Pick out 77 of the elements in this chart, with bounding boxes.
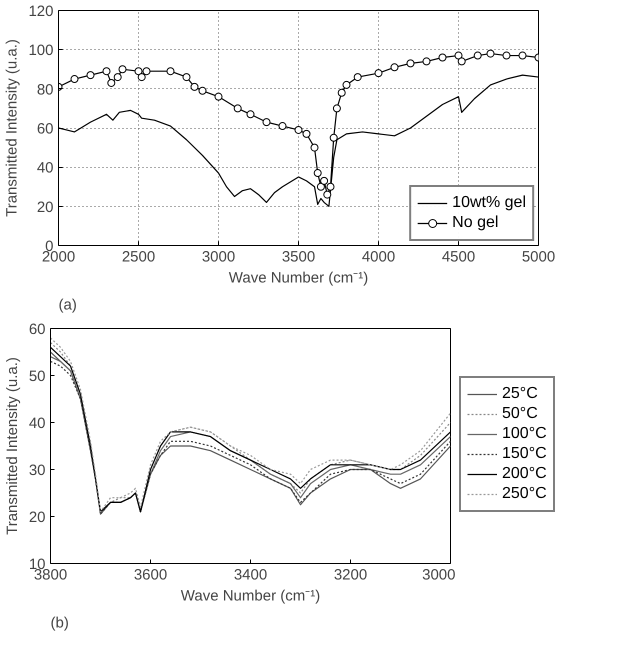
point bbox=[107, 78, 116, 87]
point bbox=[134, 67, 142, 76]
y-tick-label: 30 bbox=[28, 462, 46, 479]
x-tick-label: 5000 bbox=[522, 248, 556, 266]
y-axis-title: Transmitted Intensity (u.a.) bbox=[3, 39, 20, 217]
x-axis-title: Wave Number (cm⁻¹) bbox=[228, 270, 368, 286]
point bbox=[316, 182, 325, 191]
y-tick-label: 60 bbox=[28, 321, 46, 338]
point bbox=[70, 75, 78, 84]
point bbox=[406, 59, 414, 68]
legend-label: 25°C bbox=[502, 385, 538, 403]
point bbox=[320, 176, 328, 185]
point bbox=[326, 182, 334, 191]
x-tick-label: 3400 bbox=[234, 566, 268, 584]
point bbox=[102, 67, 110, 76]
point bbox=[332, 104, 341, 112]
y-tick-label: 20 bbox=[36, 198, 54, 216]
point bbox=[323, 190, 332, 199]
point bbox=[422, 57, 430, 66]
x-tick-label: 3000 bbox=[422, 566, 456, 584]
point bbox=[390, 63, 398, 72]
point bbox=[310, 144, 318, 152]
x-tick-label: 3500 bbox=[282, 248, 316, 266]
point bbox=[118, 65, 126, 74]
y-tick-label: 50 bbox=[28, 368, 46, 385]
point bbox=[246, 110, 254, 118]
y-tick-label: 80 bbox=[36, 81, 54, 98]
legend-label: 200°C bbox=[502, 465, 547, 483]
x-tick-label: 4000 bbox=[362, 248, 396, 266]
y-tick-label: 60 bbox=[36, 120, 54, 138]
legend-label: 50°C bbox=[502, 405, 538, 423]
point bbox=[314, 169, 322, 178]
point bbox=[166, 67, 174, 76]
point bbox=[338, 88, 346, 97]
y-tick-label: 120 bbox=[28, 3, 54, 20]
point bbox=[502, 52, 510, 60]
point bbox=[190, 82, 198, 91]
legend-label: 250°C bbox=[502, 485, 547, 503]
point bbox=[454, 52, 462, 60]
y-tick-label: 100 bbox=[28, 42, 54, 60]
legend-label: 100°C bbox=[502, 425, 547, 443]
point bbox=[486, 50, 494, 58]
text: (a) bbox=[58, 296, 77, 314]
y-tick-label: 40 bbox=[36, 160, 54, 177]
point bbox=[330, 134, 338, 142]
point bbox=[474, 52, 482, 60]
x-tick-label: 4500 bbox=[442, 248, 476, 266]
point bbox=[278, 122, 286, 130]
point bbox=[234, 104, 242, 112]
point bbox=[138, 73, 146, 82]
point bbox=[342, 80, 350, 89]
legend-label: No gel bbox=[452, 214, 498, 232]
point bbox=[302, 130, 310, 138]
point bbox=[86, 71, 94, 80]
point bbox=[198, 86, 206, 95]
x-tick-label: 3200 bbox=[334, 566, 368, 584]
y-axis-title: Transmitted Intensity (u.a.) bbox=[4, 357, 21, 535]
point bbox=[142, 67, 150, 76]
point bbox=[114, 73, 122, 82]
y-tick-label: 20 bbox=[28, 509, 46, 526]
x-tick-label: 3000 bbox=[202, 248, 236, 266]
legend-label: 10wt% gel bbox=[452, 194, 526, 212]
x-tick-label: 2500 bbox=[122, 248, 156, 266]
point bbox=[262, 118, 270, 126]
point bbox=[214, 92, 222, 101]
x-tick-label: 3600 bbox=[134, 566, 168, 584]
point bbox=[374, 69, 382, 78]
y-tick-label: 40 bbox=[28, 415, 46, 432]
point bbox=[354, 73, 362, 82]
point bbox=[182, 73, 190, 82]
point bbox=[518, 52, 526, 60]
point bbox=[458, 57, 466, 66]
x-axis-title: Wave Number (cm⁻¹) bbox=[180, 588, 320, 604]
text: (b) bbox=[50, 614, 69, 632]
legend-label: 150°C bbox=[502, 445, 547, 463]
point bbox=[438, 54, 446, 62]
point bbox=[294, 126, 302, 134]
